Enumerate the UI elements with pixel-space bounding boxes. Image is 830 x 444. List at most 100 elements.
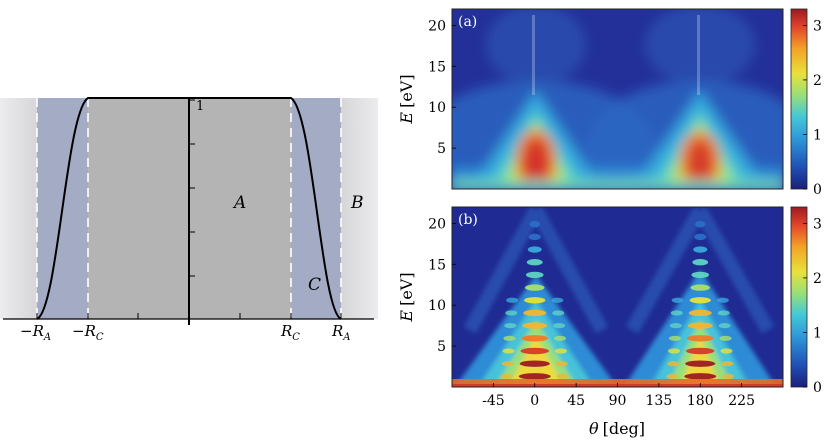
y-tick-label: 15 [428, 257, 446, 273]
heatmap-b-fringes [500, 220, 735, 380]
fringe-side-blob [552, 310, 565, 316]
fringe-side-blob [716, 297, 729, 303]
panel-label-b: (b) [458, 212, 478, 228]
colorbar-tick-label: 2 [813, 73, 822, 89]
fringe-side-blob [506, 297, 519, 303]
fringe-side-blob [722, 373, 735, 379]
fringe-blob [684, 373, 717, 380]
fringe-side-blob [554, 335, 567, 341]
fringe-blob [523, 309, 547, 317]
heatmap-a-texture [532, 15, 700, 95]
xtick-label-neg-RA: −RA [20, 322, 51, 343]
ylabel-b: E[eV] [397, 272, 416, 322]
colorbar-a [790, 8, 808, 190]
fringe-side-blob [555, 361, 568, 367]
fringe-blob [527, 246, 542, 253]
xtick-label-RC: RC [280, 322, 300, 343]
x-tick-label: 45 [567, 393, 585, 409]
fringe-blob [528, 233, 541, 241]
fringe-blob [692, 259, 709, 266]
fringe-blob [525, 271, 544, 279]
fringe-side-blob [500, 373, 513, 379]
region-label-C: C [308, 275, 321, 295]
heatmap-a-field [452, 9, 783, 189]
fringe-side-blob [668, 348, 681, 354]
x-tick-label: 90 [609, 393, 627, 409]
colorbar-b [790, 206, 808, 388]
region-B-left [0, 98, 37, 319]
ylabel-a: E[eV] [397, 74, 416, 124]
fringe-side-blob [502, 348, 515, 354]
fringe-side-blob [553, 323, 566, 329]
fringe-blob [685, 360, 716, 367]
fringe-blob [691, 271, 710, 279]
y-axis-ticks [189, 99, 195, 277]
fringe-blob [521, 335, 549, 342]
colorbar-tick-label: 0 [813, 380, 822, 396]
y-tick-label: 5 [437, 339, 446, 355]
region-label-A: A [232, 193, 246, 213]
fringe-side-blob [556, 373, 569, 379]
fringe-side-blob [720, 348, 733, 354]
label-one: 1 [196, 99, 204, 114]
colorbar-tick-label: 1 [813, 127, 822, 143]
x-tick-label: 225 [728, 393, 755, 409]
fringe-side-blob [668, 335, 681, 341]
region-label-B: B [350, 193, 364, 213]
fringe-side-blob [718, 323, 731, 329]
fringe-blob [520, 347, 549, 355]
fringe-side-blob [669, 323, 682, 329]
fringe-side-blob [503, 335, 516, 341]
fringe-blob [686, 335, 714, 342]
fringe-blob [524, 297, 546, 304]
y-tick-label: 10 [428, 298, 446, 314]
fringe-side-blob [666, 373, 679, 379]
xtick-label-neg-RC: −RC [72, 322, 104, 343]
potential-diagram: 1 A B C −RA −RC RC RA [0, 97, 378, 343]
x-tick-label: -45 [482, 393, 505, 409]
y-tick-label: 15 [428, 59, 446, 75]
panel-label-a: (a) [458, 14, 477, 30]
fringe-blob [694, 233, 707, 241]
fringe-blob [522, 322, 548, 329]
fringe-side-blob [719, 335, 732, 341]
fringe-blob [687, 322, 713, 329]
fringe-side-blob [667, 361, 680, 367]
heatmap-a: (a) 5 10 15 20 E[eV] 0 1 2 3 [397, 8, 822, 198]
fringe-blob [525, 284, 545, 291]
y-ticks-a: 5 10 15 20 [428, 18, 456, 157]
fringe-blob [689, 297, 711, 304]
fringe-blob [688, 309, 712, 317]
fringe-blob [695, 220, 706, 228]
fringe-side-blob [671, 297, 684, 303]
fringe-side-blob [717, 310, 730, 316]
colorbar-tick-label: 0 [813, 182, 822, 198]
region-B-right [341, 98, 378, 319]
colorbar-ticks-b: 0 1 2 3 [803, 216, 822, 396]
fringe-blob [526, 259, 543, 266]
fringe-side-blob [505, 310, 518, 316]
fringe-side-blob [721, 361, 734, 367]
y-tick-label: 20 [428, 18, 446, 34]
x-tick-label: 135 [646, 393, 673, 409]
xtick-label-RA: RA [331, 322, 351, 343]
x-tick-label: 0 [530, 393, 539, 409]
fringe-side-blob [554, 348, 567, 354]
potential-curve [36, 97, 342, 320]
x-ticks-b: -45 0 45 90 135 180 225 [482, 383, 755, 409]
fringe-blob [529, 220, 540, 228]
y-tick-label: 20 [428, 216, 446, 232]
fringe-side-blob [504, 323, 517, 329]
colorbar-tick-label: 1 [813, 325, 822, 341]
fringe-blob [519, 360, 550, 367]
colorbar-tick-label: 3 [813, 18, 822, 34]
colorbar-ticks-a: 0 1 2 3 [803, 18, 822, 198]
fringe-blob [693, 246, 708, 253]
x-tick-label: 180 [687, 393, 714, 409]
xlabel-b: θ [deg] [589, 419, 645, 438]
fringe-blob [518, 373, 551, 380]
fringe-side-blob [551, 297, 564, 303]
fringe-side-blob [501, 361, 514, 367]
